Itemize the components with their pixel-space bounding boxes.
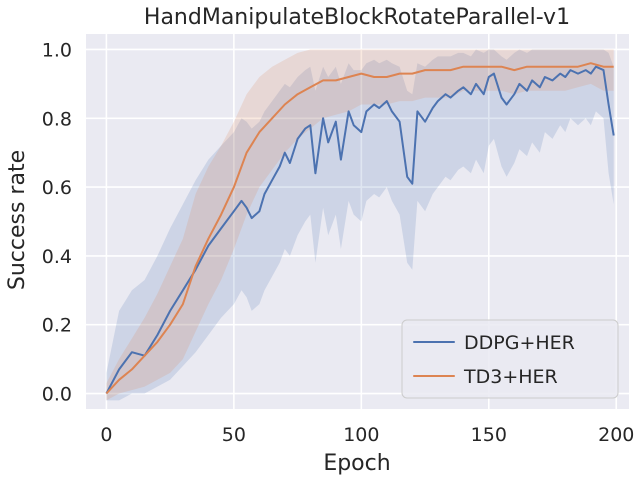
y-tick-labels: 0.0 0.2 0.4 0.6 0.8 1.0 <box>42 39 72 405</box>
y-tick-label: 0.4 <box>42 246 72 268</box>
legend-label-td3: TD3+HER <box>463 366 558 388</box>
series-line-1 <box>105 62 614 395</box>
legend: DDPG+HER TD3+HER <box>401 319 619 399</box>
confidence-bands <box>106 49 614 401</box>
y-tick-label: 0.6 <box>42 177 72 199</box>
confidence-band-1 <box>106 49 614 401</box>
x-axis-label: Epoch <box>323 451 390 476</box>
series-line-0 <box>105 65 615 394</box>
legend-box <box>401 319 619 399</box>
gridlines <box>86 34 629 409</box>
x-tick-label: 200 <box>598 424 634 446</box>
y-axis-label: Success rate <box>5 150 30 290</box>
legend-label-ddpg: DDPG+HER <box>464 332 575 354</box>
x-tick-label: 150 <box>471 424 507 446</box>
confidence-band-0 <box>106 49 614 401</box>
x-tick-label: 50 <box>222 424 246 446</box>
y-tick-label: 1.0 <box>42 39 72 61</box>
y-tick-label: 0.0 <box>42 384 72 406</box>
x-tick-labels: 0 50 100 150 200 <box>100 424 634 446</box>
x-tick-label: 100 <box>343 424 379 446</box>
chart-title: HandManipulateBlockRotateParallel-v1 <box>144 5 570 30</box>
y-tick-label: 0.8 <box>42 108 72 130</box>
series-lines <box>105 62 615 395</box>
x-tick-label: 0 <box>100 424 112 446</box>
y-tick-label: 0.2 <box>42 315 72 337</box>
